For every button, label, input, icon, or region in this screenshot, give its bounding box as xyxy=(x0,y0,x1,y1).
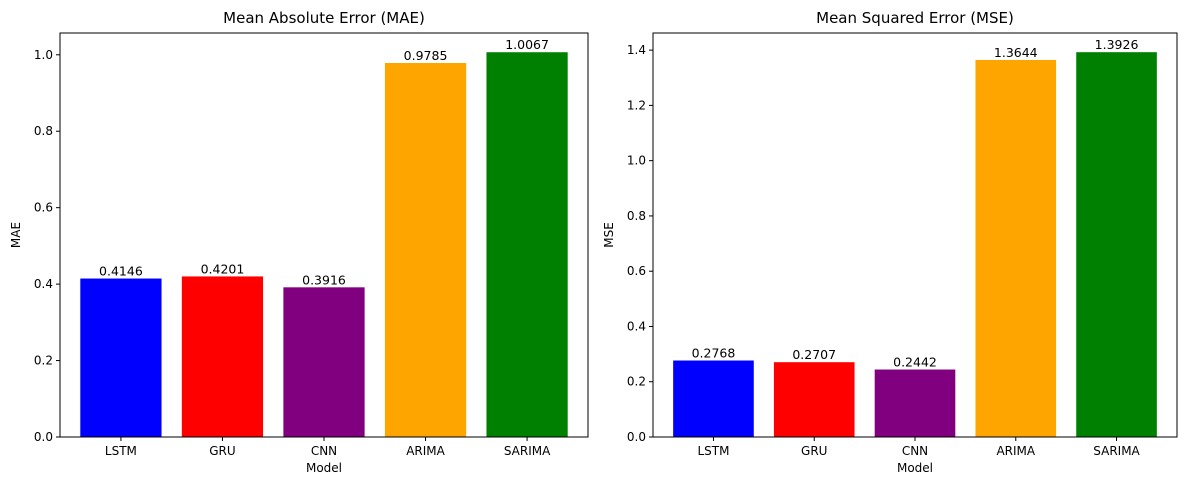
mae-bar-arima xyxy=(384,63,467,437)
mae-y-tick-label: 0.6 xyxy=(34,201,53,215)
mae-bar-gru xyxy=(181,276,264,437)
mae-x-tick-label: LSTM xyxy=(105,444,137,458)
mse-data-label-lstm: 0.2768 xyxy=(692,346,736,361)
mse-y-tick-label: 1.2 xyxy=(627,98,646,112)
mse-bar-cnn xyxy=(874,369,956,437)
mae-x-tick-label: ARIMA xyxy=(406,444,445,458)
mse-bar-gru xyxy=(773,362,855,437)
mae-y-tick-label: 0.4 xyxy=(34,277,53,291)
mse-bar-arima xyxy=(975,59,1057,437)
mae-y-tick-label: 0.8 xyxy=(34,124,53,138)
mse-data-label-gru: 0.2707 xyxy=(792,347,836,362)
mse-y-tick-label: 1.4 xyxy=(627,43,646,57)
mse-chart: 0.2768 0.2707 0.2442 1.3644 1.3926 LSTM GRU CNN… xyxy=(602,9,1178,475)
mae-y-tick-label: 0.0 xyxy=(34,430,53,444)
mae-bar-cnn xyxy=(283,287,365,437)
mae-x-tick-label: CNN xyxy=(311,444,337,458)
mae-y-tick-label: 0.2 xyxy=(34,354,53,368)
mse-bar-lstm xyxy=(673,360,754,437)
mae-chart: 0.4146 0.4201 0.3916 0.9785 1.0067 LSTM GRU CNN… xyxy=(9,9,589,475)
mse-y-tick-label: 0.2 xyxy=(627,375,646,389)
mse-y-tick-label: 0.6 xyxy=(627,264,646,278)
mae-data-label-cnn: 0.3916 xyxy=(302,272,346,287)
mse-x-tick-label: CNN xyxy=(902,444,928,458)
mse-data-label-arima: 1.3644 xyxy=(994,45,1038,60)
mae-data-label-arima: 0.9785 xyxy=(404,48,448,63)
mae-chart-title: Mean Absolute Error (MAE) xyxy=(223,9,425,27)
mse-y-tick-label: 1.0 xyxy=(627,154,646,168)
mae-x-tick-label: SARIMA xyxy=(504,444,551,458)
mse-data-label-sarima: 1.3926 xyxy=(1095,37,1139,52)
mse-x-tick-label: GRU xyxy=(801,444,827,458)
mse-chart-title: Mean Squared Error (MSE) xyxy=(816,9,1014,27)
mae-y-tick-label: 1.0 xyxy=(34,48,53,62)
mae-data-label-sarima: 1.0067 xyxy=(505,37,549,52)
mse-y-tick-label: 0.4 xyxy=(627,319,646,333)
mse-y-tick-label: 0.8 xyxy=(627,209,646,223)
mse-data-label-cnn: 0.2442 xyxy=(893,355,937,370)
mae-data-label-gru: 0.4201 xyxy=(201,261,245,276)
mae-bar-lstm xyxy=(80,278,162,437)
mae-bar-sarima xyxy=(486,52,568,438)
mae-x-tick-label: GRU xyxy=(209,444,235,458)
mae-data-label-lstm: 0.4146 xyxy=(99,264,143,279)
mse-bar-sarima xyxy=(1076,52,1157,438)
mse-x-tick-label: LSTM xyxy=(697,444,729,458)
mae-x-axis-label: Model xyxy=(306,461,342,475)
mse-x-axis-label: Model xyxy=(897,461,933,475)
mae-y-axis-label: MAE xyxy=(9,222,23,248)
mse-x-tick-label: ARIMA xyxy=(996,444,1035,458)
mse-y-tick-label: 0.0 xyxy=(627,430,646,444)
mse-x-tick-label: SARIMA xyxy=(1093,444,1140,458)
mse-y-axis-label: MSE xyxy=(602,222,616,248)
